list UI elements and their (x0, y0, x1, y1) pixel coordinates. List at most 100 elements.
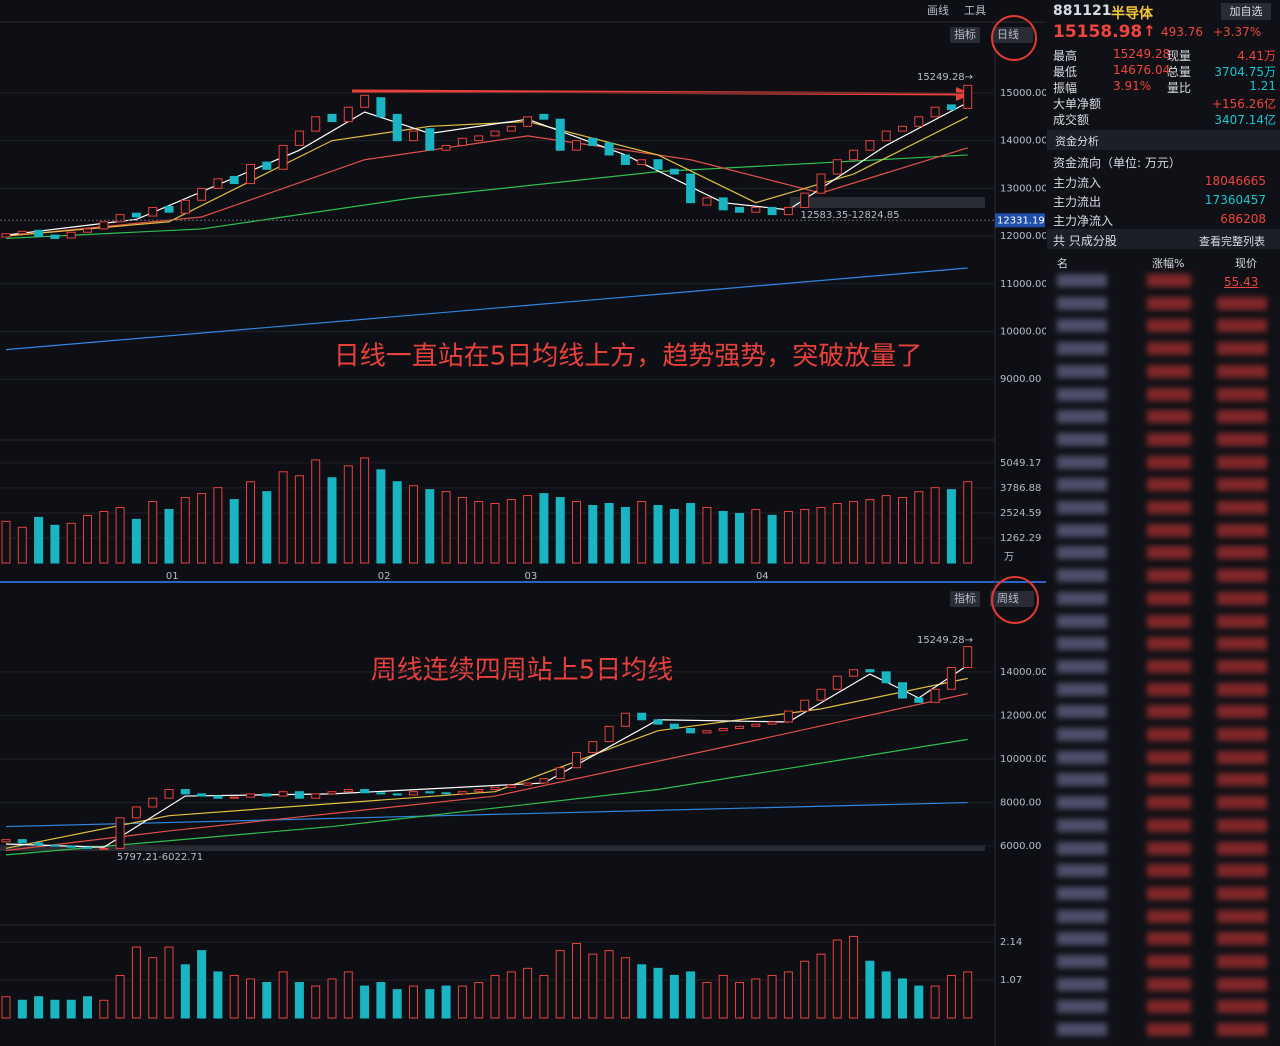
ma-line (5, 664, 969, 848)
blurred-name (1057, 410, 1107, 424)
volume-bar (115, 974, 125, 1019)
blurred-name (1057, 614, 1107, 628)
candle-body (229, 175, 239, 185)
blurred-price (1217, 455, 1267, 469)
toolbar-draw[interactable]: 画线 (927, 3, 949, 17)
blurred-name (1057, 773, 1107, 787)
blurred-pct (1147, 274, 1191, 287)
blurred-price (1217, 841, 1267, 855)
volume-bar (963, 481, 973, 564)
candle-body (343, 789, 353, 793)
blurred-name (1057, 546, 1107, 560)
blurred-pct (1147, 410, 1191, 424)
volume-bar (653, 967, 663, 1019)
blurred-pct (1147, 932, 1191, 946)
ma-line (5, 267, 968, 351)
volume-bar (180, 964, 190, 1019)
candle-body (311, 793, 321, 799)
candle-body (653, 159, 663, 170)
candle-body (751, 723, 761, 727)
candle-body (229, 796, 239, 799)
candle-body (637, 712, 647, 721)
candle-body (425, 791, 435, 794)
candle-body (343, 106, 353, 123)
indicator-btn[interactable]: 指标 (954, 27, 976, 41)
volume-bar (523, 967, 533, 1019)
candle-body (131, 212, 141, 218)
blurred-price (1217, 1000, 1267, 1014)
blurred-pct (1147, 591, 1191, 605)
blurred-name (1057, 841, 1107, 855)
blurred-pct (1147, 1023, 1191, 1037)
btn[interactable] (950, 27, 980, 43)
candle-body (865, 140, 875, 151)
value: 4.41万 (1237, 49, 1276, 63)
blurred-name (1057, 296, 1107, 310)
candle-body (278, 791, 288, 797)
volume-bar (832, 503, 842, 564)
volume-bar (474, 501, 484, 564)
candle-body (588, 137, 598, 146)
volume-bar (425, 489, 435, 564)
candle-body (735, 725, 744, 730)
candle-body (441, 144, 451, 151)
volume-bar (376, 982, 386, 1019)
volume-bar (767, 974, 777, 1019)
volume-bar (718, 510, 728, 564)
blurred-name (1057, 796, 1107, 810)
btn[interactable] (950, 591, 980, 607)
candle-body (246, 164, 255, 185)
blurred-pct (1147, 659, 1191, 673)
volume-bar (604, 503, 614, 564)
candle-body (17, 839, 27, 844)
candle-body (441, 792, 451, 795)
blurred-price (1217, 364, 1267, 378)
candle-body (832, 675, 842, 690)
candle-body (409, 130, 418, 142)
candle-body (702, 730, 712, 734)
candle-body (555, 767, 565, 780)
add-btn[interactable]: 加自选 (1221, 3, 1271, 20)
ma-line (5, 154, 968, 240)
candle-body (376, 792, 386, 795)
blurred-name (1057, 1023, 1107, 1037)
volume-bar (441, 491, 451, 564)
volume-bar (50, 999, 60, 1019)
high-label: 15249.28→ (917, 635, 973, 646)
candle-body (197, 187, 207, 201)
blurred-pct (1147, 342, 1191, 356)
candle-body (898, 125, 907, 132)
blurred-name (1057, 886, 1107, 900)
blurred-pct (1147, 841, 1191, 855)
volume-bar (409, 485, 418, 564)
btn[interactable] (993, 27, 1033, 43)
candle-body (457, 791, 467, 795)
period-btn[interactable]: 日线 (997, 27, 1019, 41)
volume-bar (457, 985, 467, 1019)
blurred-name (1057, 1000, 1107, 1014)
range-label: 5797.21-6022.71 (117, 852, 203, 863)
btn[interactable] (990, 591, 1034, 607)
volume-bar (360, 457, 370, 564)
blurred-price (1217, 955, 1267, 968)
cursor-label: 12331.19 (997, 215, 1045, 226)
candle-body (930, 688, 940, 703)
blurred-name (1057, 274, 1107, 287)
blurred-name (1057, 455, 1107, 469)
full-list[interactable]: 查看完整列表 (1199, 235, 1265, 248)
period-btn[interactable]: 周线 (997, 591, 1019, 605)
col: 涨幅% (1152, 257, 1185, 270)
toolbar-tools[interactable]: 工具 (964, 4, 986, 17)
x-tick-label: 04 (756, 571, 769, 582)
volume-bar (800, 508, 810, 564)
range-band (0, 845, 985, 851)
blurred-name (1057, 818, 1107, 832)
blurred-name (1057, 501, 1107, 514)
label: 主力净流入 (1053, 214, 1114, 228)
blurred-pct (1147, 432, 1191, 446)
indicator-btn[interactable]: 指标 (954, 591, 976, 605)
blurred-price (1217, 523, 1267, 537)
candle-body (767, 721, 777, 725)
blurred-pct (1147, 864, 1191, 878)
volume-bar (343, 971, 353, 1019)
